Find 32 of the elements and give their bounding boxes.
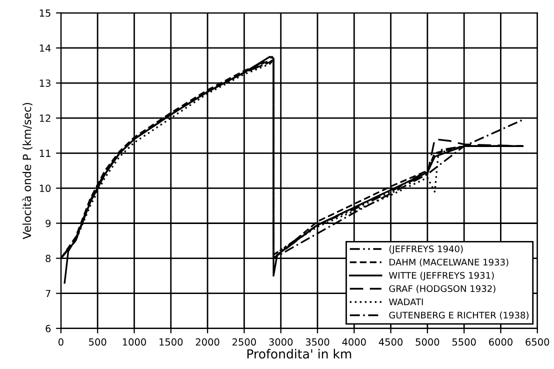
x-tick-label: 0 xyxy=(58,338,64,346)
y-axis-title: Velocità onde P (km/sec) xyxy=(22,102,32,240)
y-tick-label: 11 xyxy=(40,150,50,157)
x-tick-label: 4000 xyxy=(342,338,366,346)
y-tick-label: 6 xyxy=(46,324,51,332)
x-tick-label: 1500 xyxy=(160,338,183,346)
legend-label: GUTENBERG E RICHTER (1938) xyxy=(389,312,528,320)
y-tick-label: 14 xyxy=(40,44,51,52)
x-tick-label: 6000 xyxy=(489,338,512,346)
x-tick-label: 5000 xyxy=(416,338,440,346)
legend-label: WADATI xyxy=(388,298,423,306)
x-tick-label: 4500 xyxy=(378,338,403,346)
y-tick-label: 15 xyxy=(40,10,50,17)
legend-label: DAHM (MACELWANE 1933) xyxy=(390,258,508,267)
x-tick-label: 2000 xyxy=(196,338,220,346)
y-tick-label: 7 xyxy=(46,290,50,298)
x-tick-label: 5500 xyxy=(452,338,476,346)
y-tick-label: 13 xyxy=(40,80,50,87)
y-tick-label: 8 xyxy=(46,254,51,262)
y-tick-label: 9 xyxy=(46,220,51,228)
legend-label: WITTE (JEFFREYS 1931) xyxy=(388,272,494,280)
x-axis-title: Profondita' in km xyxy=(247,348,352,359)
x-tick-label: 6500 xyxy=(526,338,550,346)
x-tick-label: 1000 xyxy=(122,338,146,346)
x-tick-label: 3500 xyxy=(306,338,330,346)
x-tick-label: 500 xyxy=(89,338,106,346)
x-tick-label: 3000 xyxy=(269,338,293,346)
y-tick-label: 12 xyxy=(40,114,50,122)
y-tick-label: 10 xyxy=(40,184,51,192)
legend-label: GRAF (HODGSON 1932) xyxy=(389,285,496,294)
legend-label: (JEFFREYS 1940) xyxy=(389,245,463,254)
x-tick-label: 2500 xyxy=(232,338,256,346)
